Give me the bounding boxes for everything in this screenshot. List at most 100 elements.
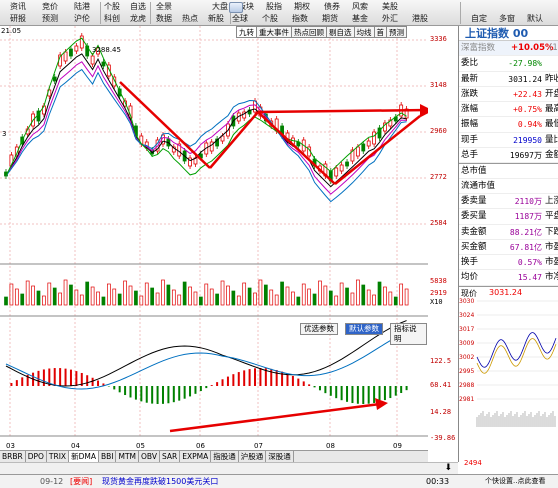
toolbar-btn-8[interactable]: 股指 <box>266 2 282 11</box>
toolbar-btn-0[interactable]: 资讯 <box>10 2 26 11</box>
indicator-tab-0[interactable]: BRBR <box>0 451 26 462</box>
indicator-tab-10[interactable]: 沪股通 <box>239 451 267 462</box>
quote-row-8: 流通市值 <box>459 179 558 194</box>
chart-svg[interactable]: 03 04 05 06 07 08 09 3 <box>0 26 471 462</box>
top-tab-6[interactable]: 预测 <box>386 26 407 38</box>
quote-value-4: 0.94% <box>517 120 542 130</box>
mini-intraday-chart[interactable]: 3030 3024 3017 3009 3002 2995 2988 2981 <box>459 287 558 427</box>
price-tick-0: 3336 <box>430 35 447 43</box>
toolbar-right-1[interactable]: 多窗 <box>499 14 515 23</box>
quote-row-0: 委比 -27.98% <box>459 56 558 72</box>
indicator-tab-7[interactable]: SAR <box>160 451 181 462</box>
top-tab-3[interactable]: 剔自选 <box>326 26 355 38</box>
indicator-tab-5[interactable]: MTM <box>116 451 140 462</box>
volume-bar <box>96 291 100 306</box>
toolbar-btn2-11[interactable]: 期货 <box>322 14 338 23</box>
price-tick-2: 2960 <box>430 127 447 135</box>
toolbar-btn2-10[interactable]: 指数 <box>292 14 308 23</box>
quote-value-2: +22.43 <box>513 89 542 99</box>
volume-bar <box>220 280 225 306</box>
mini-tick-1: 3024 <box>459 312 474 319</box>
indicator-tab-2[interactable]: TRIX <box>47 451 70 462</box>
indicator-tab-3[interactable]: 新DMA <box>69 451 99 462</box>
mini-foot[interactable]: 个快设置..点此查看 <box>485 477 546 485</box>
volume-bar <box>301 283 306 306</box>
indicator-bar <box>10 383 13 386</box>
ticker-time: 09-12 <box>40 477 64 486</box>
toolbar-btn-3[interactable]: 个股 <box>104 2 120 11</box>
indicator-tab-4[interactable]: BBI <box>99 451 117 462</box>
indicator-param-button-0[interactable]: 优选参数 <box>300 323 338 335</box>
top-tab-5[interactable]: 首 <box>373 26 387 38</box>
indicator-tab-6[interactable]: OBV <box>139 451 160 462</box>
scroll-down-icon[interactable]: ⬇ <box>444 463 452 473</box>
volume-bar <box>25 280 30 306</box>
indicator-tick-0: 122.5 <box>430 357 452 365</box>
toolbar-btn-12[interactable]: 美股 <box>382 2 398 11</box>
indicator-tab-8[interactable]: EXPMA <box>180 451 212 462</box>
candle-body <box>334 167 339 177</box>
indicator-bar <box>64 368 67 386</box>
toolbar-btn2-3[interactable]: 科创 <box>104 14 120 23</box>
top-tab-1[interactable]: 重大事件 <box>256 26 292 38</box>
x-label-2: 05 <box>136 442 145 450</box>
kline-chart-area[interactable]: 03 04 05 06 07 08 09 3 21.05 3288.45 优选参数 默认参数 指标… <box>0 26 471 462</box>
quote-label-2: 涨跌 <box>461 88 479 99</box>
volume-bar <box>334 295 339 306</box>
toolbar-btn2-9[interactable]: 个股 <box>262 14 278 23</box>
indicator-bar <box>378 386 381 402</box>
toolbar-btn2-4[interactable]: 龙虎 <box>130 14 146 23</box>
quote-label-9: 委卖量 <box>461 195 487 206</box>
toolbar-btn-9[interactable]: 期权 <box>294 2 310 11</box>
indicator-param-button-2[interactable]: 指标说明 <box>390 323 427 345</box>
toolbar-btn-10[interactable]: 债券 <box>324 2 340 11</box>
indicator-tab-1[interactable]: DPO <box>26 451 47 462</box>
toolbar-btn2-13[interactable]: 外汇 <box>382 14 398 23</box>
x-label-6: 09 <box>393 442 402 450</box>
toolbar-btn2-0[interactable]: 研报 <box>10 14 26 23</box>
quote-label-5: 现手 <box>461 134 479 145</box>
ticker-text[interactable]: 现货黄金再度跌破1500美元关口 <box>102 477 219 486</box>
volume-bar <box>74 289 79 306</box>
globe-icon[interactable] <box>229 2 243 13</box>
toolbar-btn2-1[interactable]: 预测 <box>42 14 58 23</box>
top-tab-2[interactable]: 热点回顾 <box>291 26 327 38</box>
toolbar-btn2-2[interactable]: 沪伦 <box>74 14 90 23</box>
toolbar-btn-4[interactable]: 自选 <box>130 2 146 11</box>
toolbar-btn-11[interactable]: 风索 <box>352 2 368 11</box>
toolbar-btn2-14[interactable]: 港股 <box>412 14 428 23</box>
toolbar-btn2-12[interactable]: 基金 <box>352 14 368 23</box>
quote-label-11: 卖金额 <box>461 226 487 237</box>
indicator-bar <box>313 386 316 388</box>
toolbar-btn2-6[interactable]: 热点 <box>182 14 198 23</box>
indicator-bar <box>161 386 164 404</box>
top-tab-4[interactable]: 均线 <box>353 26 375 38</box>
volume-tick-0: 5838 <box>430 277 447 285</box>
toolbar-btn-1[interactable]: 竞价 <box>42 2 58 11</box>
volume-bar <box>345 287 349 306</box>
candle-body <box>188 157 192 167</box>
indicator-tab-11[interactable]: 深股通 <box>266 451 294 462</box>
indicator-bar <box>308 384 311 386</box>
toolbar-right-2[interactable]: 默认 <box>527 14 543 23</box>
volume-bar <box>4 296 8 306</box>
indicator-bar <box>237 372 240 386</box>
toolbar-btn2-7[interactable]: 新股 <box>208 14 224 23</box>
news-ticker[interactable]: 09-12 [要闻] 现货黄金再度跌破1500美元关口 00:33 2494 个… <box>0 459 558 488</box>
top-tab-0[interactable]: 九转 <box>236 26 257 38</box>
toolbar-right-0[interactable]: 自定 <box>471 14 487 23</box>
toolbar-btn-7[interactable]: 板块 <box>238 2 254 11</box>
indicator-bar <box>259 368 262 386</box>
horizontal-scrollbar[interactable]: ⬇ <box>0 462 458 474</box>
toolbar-btn2-8[interactable]: 全球 <box>232 14 248 23</box>
quote-row-2: 涨跌 +22.43开盘 <box>459 87 558 103</box>
toolbar-btn-2[interactable]: 陆港 <box>74 2 90 11</box>
indicator-bar <box>42 369 45 386</box>
quote-row-7: 总市值 <box>459 163 558 179</box>
toolbar-btn2-5[interactable]: 数据 <box>156 14 172 23</box>
indicator-tab-9[interactable]: 指股通 <box>211 451 239 462</box>
toolbar-btn-5[interactable]: 全景 <box>156 2 172 11</box>
candle-body <box>74 45 79 52</box>
toolbar-btn-6[interactable]: 大盘 <box>212 2 228 11</box>
indicator-param-button-1[interactable]: 默认参数 <box>345 323 383 335</box>
